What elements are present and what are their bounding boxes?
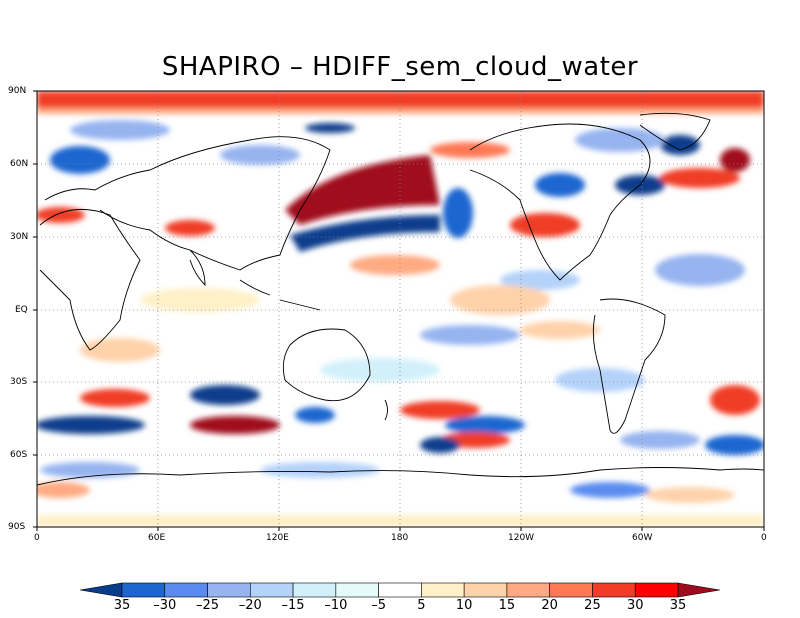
lon-label-60e: 60E: [148, 533, 166, 543]
colorbar-label: –10: [324, 598, 348, 613]
colorbar-swatch: [421, 582, 465, 598]
lon-label-60w: 60W: [632, 533, 653, 543]
colorbar-swatch: [634, 582, 679, 598]
colorbar-arrow-low: [79, 582, 123, 598]
colorbar-label: –25: [196, 598, 220, 613]
colorbar-swatch: [549, 582, 593, 598]
lon-label-120e: 120E: [266, 533, 289, 543]
lat-label-30n: 30N: [10, 232, 29, 242]
colorbar-swatch: [250, 582, 294, 598]
colorbar-swatch: [335, 582, 379, 598]
colorbar-label: 15: [498, 598, 516, 613]
colorbar-label: 30: [626, 598, 644, 613]
colorbar-swatch: [207, 582, 251, 598]
colorbar-arrow-high: [677, 582, 721, 598]
lon-label-180: 180: [391, 533, 409, 543]
colorbar-swatch: [164, 582, 208, 598]
colorbar-label: 20: [541, 598, 558, 613]
lon-label-120w: 120W: [508, 533, 535, 543]
colorbar-swatch: [463, 582, 508, 598]
lat-label-90s: 90S: [8, 522, 26, 532]
colorbar-label: –30: [153, 598, 177, 613]
lat-label-eq: EQ: [15, 305, 28, 315]
plot-title: SHAPIRO – HDIFF_sem_cloud_water: [161, 52, 639, 82]
colorbar-label: –20: [238, 598, 262, 613]
colorbar-swatch: [121, 582, 166, 598]
lat-label-60n: 60N: [10, 159, 29, 169]
lon-label-0-east: 0: [761, 533, 767, 543]
colorbar-label: –15: [281, 598, 305, 613]
colorbar-label: –5: [371, 598, 386, 613]
lat-label-30s: 30S: [10, 377, 28, 387]
colorbar-label: 5: [417, 598, 426, 613]
colorbar-label: 10: [455, 598, 473, 613]
colorbar-label: 25: [584, 598, 601, 613]
coastlines: [37, 112, 764, 486]
colorbar-label: 35: [113, 598, 131, 613]
colorbar-label: 35: [669, 598, 687, 613]
colorbar-swatch: [506, 582, 550, 598]
grid-lines: [37, 91, 764, 527]
lat-label-90n: 90N: [8, 86, 27, 96]
lat-label-60s: 60S: [10, 450, 28, 460]
colorbar-swatch: [592, 582, 636, 598]
colorbar-swatch: [292, 582, 337, 598]
colorbar: [79, 582, 721, 598]
field-layer: [37, 91, 764, 527]
colorbar-swatch: [378, 582, 422, 598]
lon-label-0: 0: [34, 533, 40, 543]
